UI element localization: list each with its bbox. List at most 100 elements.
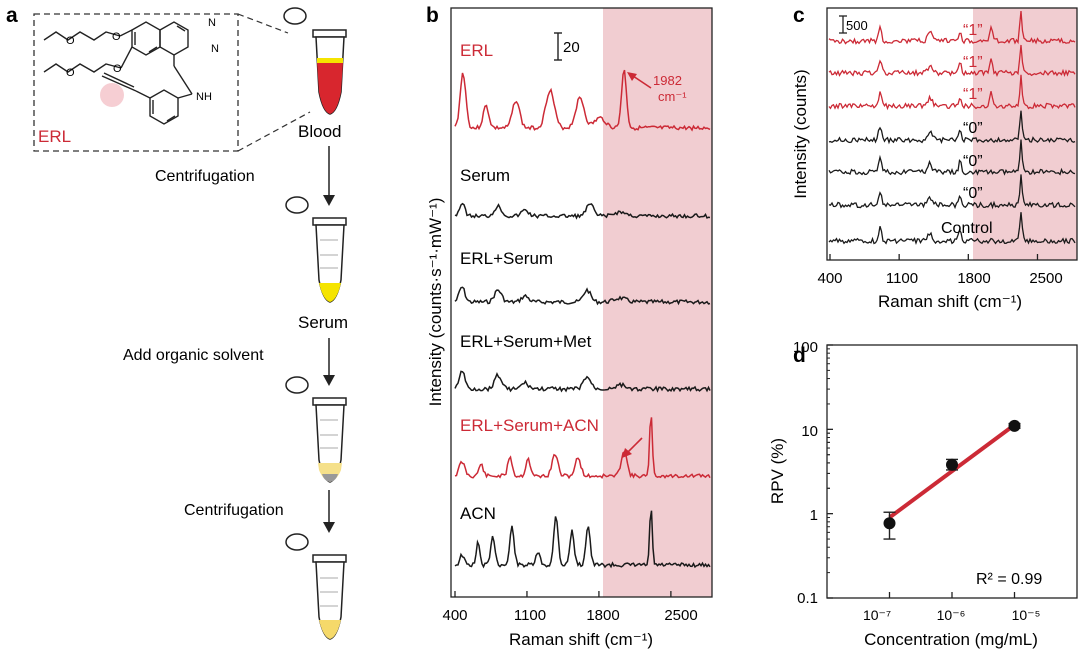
xtick-d-1e-7: 10⁻⁷ — [863, 607, 891, 623]
data-point — [883, 517, 896, 530]
r-squared-label: R² = 0.99 — [976, 571, 1042, 588]
spectrum-line-2 — [454, 286, 711, 306]
traces-c — [828, 11, 1076, 245]
panel-letter-b: b — [426, 4, 439, 27]
fit-line — [888, 423, 1016, 520]
ytick-d-10: 10 — [801, 423, 818, 440]
xlabel-c: Raman shift (cm⁻¹) — [878, 292, 1022, 311]
trace-label-1b: “1” — [963, 54, 983, 71]
data-marks-d — [883, 419, 1021, 540]
trace-label-0c: “0” — [963, 185, 983, 202]
x-ticks-b — [454, 591, 672, 597]
xtick-b-1100: 1100 — [514, 607, 546, 624]
spectrum-label-erl: ERL — [460, 41, 493, 60]
spectra-b — [454, 69, 711, 569]
molecule-label: ERL — [38, 127, 71, 146]
atom-o2: O — [112, 31, 121, 43]
ylabel-c: Intensity (counts) — [791, 69, 810, 198]
ytick-d-100: 100 — [793, 339, 818, 356]
trace-label-0b: “0” — [963, 153, 983, 170]
trace-line-2 — [828, 74, 1076, 111]
arrow-3-head — [323, 522, 335, 533]
microtube-pellet-icon — [285, 533, 347, 640]
atom-n2: N — [211, 43, 219, 55]
ytick-d-0.1: 0.1 — [797, 590, 818, 607]
trace-label-0a: “0” — [963, 120, 983, 137]
spectrum-label-acn: ACN — [460, 504, 496, 523]
scalebar-b-label: 20 — [563, 39, 580, 56]
trace-line-4 — [828, 139, 1076, 176]
xlabel-b: Raman shift (cm⁻¹) — [509, 630, 653, 649]
spectrum-label-erl-serum-met: ERL+Serum+Met — [460, 332, 592, 351]
zoom-line-bottom — [237, 111, 311, 152]
peak-unit: cm⁻¹ — [658, 89, 687, 104]
ylabel-d: RPV (%) — [768, 438, 787, 504]
atom-o1: O — [66, 35, 75, 47]
xtick-d-1e-6: 10⁻⁶ — [937, 607, 966, 623]
xtick-c-2500: 2500 — [1029, 270, 1062, 287]
xtick-b-2500: 2500 — [664, 607, 697, 624]
blood-label: Blood — [298, 122, 341, 141]
data-point — [946, 458, 958, 471]
zoom-line-top — [237, 13, 289, 34]
arrow-1-head — [323, 195, 335, 206]
data-point — [1008, 419, 1021, 432]
panel-b: b 400 1100 1800 2500 Raman shift (cm⁻¹) … — [426, 4, 713, 649]
xtick-c-1800: 1800 — [957, 270, 990, 287]
panel-a: a — [6, 4, 348, 640]
ylabel-b: Intensity (counts·s⁻¹·mW⁻¹) — [426, 198, 445, 407]
trace-line-5 — [828, 174, 1076, 210]
trace-line-6 — [828, 212, 1076, 245]
xlabel-d: Concentration (mg/mL) — [864, 630, 1038, 649]
microtube-blood-icon — [283, 7, 347, 115]
trace-line-0 — [828, 11, 1076, 45]
microtube-solvent-icon — [285, 376, 347, 483]
atom-nh: NH — [196, 91, 212, 103]
spectrum-line-5 — [454, 510, 711, 569]
panel-letter-c: c — [793, 4, 805, 27]
microtube-serum-icon — [285, 196, 347, 303]
molecule-box — [33, 13, 239, 152]
panel-d: d 10⁻⁷ 10⁻⁶ 10⁻⁵ 0.1 1 10 100 Concentrat… — [768, 339, 1078, 649]
atom-o4: O — [113, 63, 122, 75]
trace-line-3 — [828, 110, 1076, 145]
xtick-c-400: 400 — [817, 270, 842, 287]
trace-line-1 — [828, 44, 1076, 78]
plot-frame-c — [826, 7, 1078, 261]
ytick-d-1: 1 — [810, 507, 818, 524]
spectrum-label-serum: Serum — [460, 166, 510, 185]
axes-d — [827, 344, 1016, 599]
spectrum-line-3 — [454, 370, 711, 393]
peak-arrow-acn — [627, 437, 643, 453]
trace-label-control: Control — [941, 220, 993, 237]
serum-label: Serum — [298, 313, 348, 332]
spectrum-line-0 — [454, 69, 711, 132]
xtick-c-1100: 1100 — [886, 270, 918, 287]
panel-letter-a: a — [6, 4, 18, 27]
trace-label-1a: “1” — [963, 22, 983, 39]
spectrum-line-1 — [454, 202, 711, 220]
xtick-d-1e-5: 10⁻⁵ — [1012, 607, 1041, 623]
atom-n1: N — [208, 17, 216, 29]
trace-label-1c: “1” — [963, 86, 983, 103]
plot-frame-b — [450, 7, 713, 598]
step-centrifugation-2: Centrifugation — [184, 502, 284, 519]
spectrum-label-erl-serum-acn: ERL+Serum+ACN — [460, 416, 599, 435]
step-centrifugation-1: Centrifugation — [155, 168, 255, 185]
scalebar-c-label: 500 — [846, 18, 868, 33]
shaded-region-c — [973, 8, 1077, 260]
peak-arrow-erl — [632, 75, 652, 89]
peak-value: 1982 — [653, 73, 682, 88]
panel-c: c 400 1100 1800 2500 Raman shift (cm⁻¹) … — [791, 4, 1078, 311]
x-ticks-c — [829, 254, 1039, 260]
spectrum-label-erl-serum: ERL+Serum — [460, 249, 553, 268]
panel-letter-d: d — [793, 344, 806, 367]
arrow-2-head — [323, 375, 335, 386]
step-add-solvent: Add organic solvent — [123, 347, 264, 364]
xtick-b-400: 400 — [442, 607, 467, 624]
spectrum-line-4 — [454, 417, 711, 480]
xtick-b-1800: 1800 — [586, 607, 619, 624]
alkyne-highlight — [100, 83, 124, 107]
erlotinib-structure-icon — [43, 21, 193, 125]
